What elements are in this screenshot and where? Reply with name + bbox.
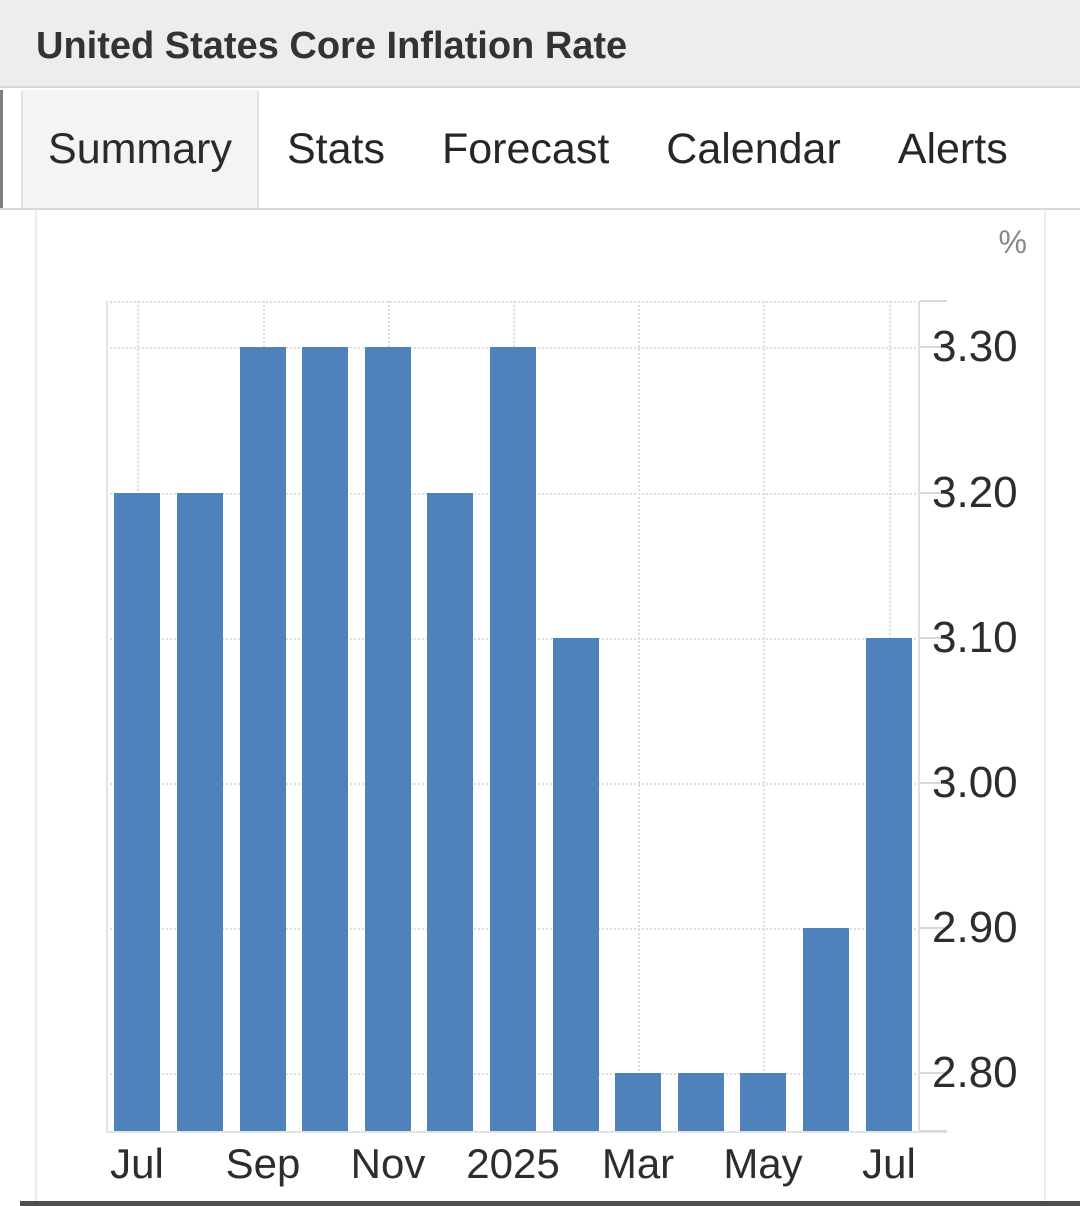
y-axis-label: 2.80 — [932, 1048, 1018, 1097]
vertical-gridline — [763, 301, 766, 1131]
page-header: United States Core Inflation Rate — [0, 0, 1080, 88]
axis-right-line — [918, 301, 920, 1131]
y-axis-tick — [920, 300, 947, 302]
y-axis-label: 3.10 — [932, 613, 1018, 662]
y-axis-tick — [920, 346, 947, 349]
bar-mar-2025[interactable] — [615, 1073, 661, 1131]
bar-nov-2024[interactable] — [365, 347, 411, 1131]
bottom-divider — [20, 1201, 1080, 1206]
y-axis-tick — [920, 636, 947, 639]
chart-card-right-border — [1044, 210, 1046, 1202]
y-axis-tick — [920, 926, 947, 929]
bar-jul-2024[interactable] — [114, 493, 160, 1131]
x-axis-label: 2025 — [466, 1140, 560, 1187]
bar-feb-2025[interactable] — [553, 638, 599, 1131]
tab-alerts-label: Alerts — [897, 124, 1008, 173]
vertical-gridline — [638, 301, 641, 1131]
page-title: United States Core Inflation Rate — [36, 25, 628, 67]
y-axis-label: 2.90 — [932, 903, 1018, 952]
y-axis-tick — [920, 781, 947, 784]
tab-stats-label: Stats — [287, 124, 385, 173]
chart-card-left-border — [35, 210, 37, 1202]
tab-alerts[interactable]: Alerts — [898, 90, 1008, 208]
y-axis-label: 3.30 — [932, 322, 1018, 371]
y-axis-tick — [920, 491, 947, 494]
bar-chart-plot-area — [106, 300, 947, 1133]
bar-dec-2024[interactable] — [427, 493, 473, 1131]
tab-bar: Summary Stats Forecast Calendar Alerts — [0, 90, 1080, 210]
y-axis-label: 3.20 — [932, 468, 1018, 517]
bar-aug-2024[interactable] — [177, 493, 223, 1131]
x-axis-label: May — [723, 1140, 803, 1187]
axis-left-line — [106, 301, 108, 1131]
tab-calendar[interactable]: Calendar — [666, 90, 841, 208]
tab-calendar-label: Calendar — [666, 124, 841, 173]
tab-forecast[interactable]: Forecast — [442, 90, 609, 208]
bar-oct-2024[interactable] — [302, 347, 348, 1131]
bar-may-2025[interactable] — [740, 1073, 786, 1131]
tab-forecast-label: Forecast — [442, 124, 610, 173]
y-axis-label: 3.00 — [932, 758, 1018, 807]
x-axis-label: Jul — [862, 1140, 916, 1187]
bar-jun-2025[interactable] — [803, 928, 849, 1131]
bar-sep-2024[interactable] — [240, 347, 286, 1131]
y-axis-tick — [920, 1130, 947, 1132]
tab-stats[interactable]: Stats — [287, 90, 385, 208]
tab-summary[interactable]: Summary — [21, 90, 259, 208]
tabs-group: Stats Forecast Calendar Alerts — [259, 90, 1008, 208]
tab-summary-label: Summary — [48, 124, 232, 173]
x-axis-label: Nov — [350, 1140, 426, 1187]
y-axis-tick — [920, 1071, 947, 1074]
horizontal-gridline — [106, 301, 920, 303]
bar-jul-2025[interactable] — [866, 638, 912, 1131]
bar-jan-2025[interactable] — [490, 347, 536, 1131]
x-axis-label: Jul — [110, 1140, 164, 1187]
tabbar-left-edge — [0, 90, 3, 208]
axis-bottom-line — [106, 1131, 947, 1133]
x-axis-label: Sep — [225, 1140, 301, 1187]
y-axis-unit-label: % — [998, 224, 1027, 260]
x-axis-label: Mar — [601, 1140, 675, 1187]
bar-apr-2025[interactable] — [678, 1073, 724, 1131]
